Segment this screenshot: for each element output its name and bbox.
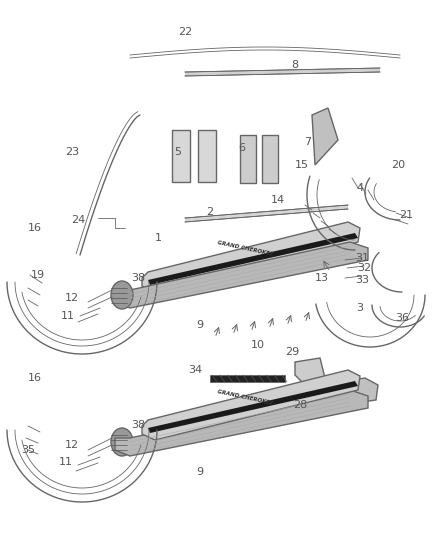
Text: 32: 32 xyxy=(357,263,371,273)
Text: 10: 10 xyxy=(251,340,265,350)
Text: GRAND CHEROKEE: GRAND CHEROKEE xyxy=(216,240,273,256)
Text: 6: 6 xyxy=(239,143,246,153)
Polygon shape xyxy=(115,242,368,308)
Polygon shape xyxy=(185,68,380,76)
Text: 35: 35 xyxy=(21,445,35,455)
Text: 11: 11 xyxy=(61,311,75,321)
Text: 20: 20 xyxy=(391,160,405,170)
Text: 29: 29 xyxy=(285,347,299,357)
Text: 23: 23 xyxy=(65,147,79,157)
Bar xyxy=(198,130,216,182)
Text: 38: 38 xyxy=(131,273,145,283)
Text: 19: 19 xyxy=(31,270,45,280)
Text: 12: 12 xyxy=(65,293,79,303)
Text: 13: 13 xyxy=(315,273,329,283)
Text: GRAND CHEROKEE: GRAND CHEROKEE xyxy=(216,389,273,406)
Text: 1: 1 xyxy=(155,233,162,243)
Text: 5: 5 xyxy=(174,147,181,157)
Text: 11: 11 xyxy=(59,457,73,467)
Text: 22: 22 xyxy=(178,27,192,37)
Text: 36: 36 xyxy=(395,313,409,323)
Text: 14: 14 xyxy=(271,195,285,205)
Polygon shape xyxy=(148,233,358,285)
Text: 33: 33 xyxy=(355,275,369,285)
Polygon shape xyxy=(282,378,378,412)
Text: 28: 28 xyxy=(293,400,307,410)
Text: 12: 12 xyxy=(65,440,79,450)
Text: 16: 16 xyxy=(28,223,42,233)
Polygon shape xyxy=(312,108,338,165)
Text: 2: 2 xyxy=(206,207,214,217)
Text: 16: 16 xyxy=(28,373,42,383)
Polygon shape xyxy=(142,222,360,292)
Polygon shape xyxy=(142,370,360,440)
Text: 24: 24 xyxy=(71,215,85,225)
Text: 9: 9 xyxy=(196,467,204,477)
Bar xyxy=(172,130,190,182)
Text: 15: 15 xyxy=(295,160,309,170)
Text: 38: 38 xyxy=(131,420,145,430)
Text: 34: 34 xyxy=(188,365,202,375)
Text: 9: 9 xyxy=(196,320,204,330)
Polygon shape xyxy=(210,375,285,382)
Text: 4: 4 xyxy=(357,183,364,193)
Polygon shape xyxy=(115,390,368,456)
Text: 3: 3 xyxy=(357,303,364,313)
Text: 21: 21 xyxy=(399,210,413,220)
Ellipse shape xyxy=(111,428,133,456)
Polygon shape xyxy=(185,205,348,222)
Text: 8: 8 xyxy=(291,60,299,70)
Text: 7: 7 xyxy=(304,137,311,147)
Text: 31: 31 xyxy=(355,253,369,263)
Ellipse shape xyxy=(111,281,133,309)
Polygon shape xyxy=(295,358,325,385)
Bar xyxy=(240,135,256,183)
Polygon shape xyxy=(148,381,358,433)
Bar xyxy=(262,135,278,183)
